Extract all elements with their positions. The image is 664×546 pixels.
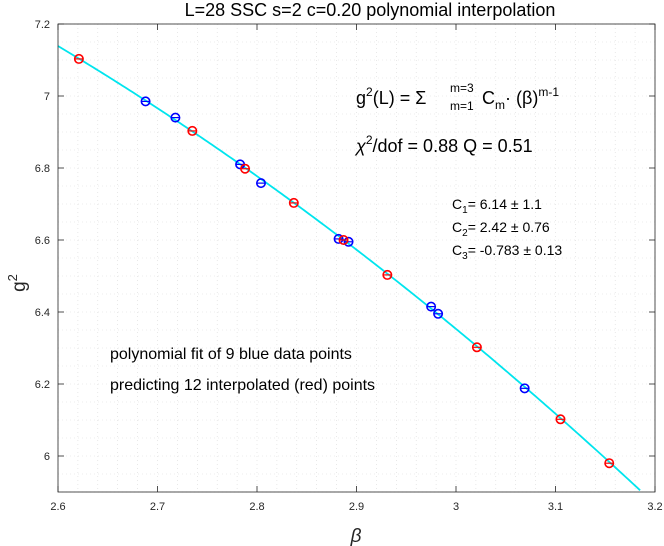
x-tick-label: 3.1 [548,501,563,513]
y-tick-label: 6.2 [35,379,50,391]
x-tick-label: 2.7 [150,501,165,513]
x-tick-label: 2.9 [349,501,364,513]
y-tick-label: 7 [44,91,50,103]
coefficient-c1: C1= 6.14 ± 1.1 [452,196,542,216]
sum-upper-limit: m=3 [450,81,474,95]
coefficient-c3: C3= -0.783 ± 0.13 [452,242,562,262]
y-axis-label: g2 [5,274,30,292]
note-fit: polynomial fit of 9 blue data points [110,346,352,363]
fit-curve [57,45,641,491]
tick-labels: 2.6 2.7 2.8 2.9 3 3.1 3.2 6 6.2 6.4 6.6 6.8 7 7.2 [35,19,663,513]
y-tick-label: 7.2 [35,19,50,31]
formula-annotation: g2(L) = Σ [356,85,426,108]
x-tick-label: 2.6 [50,501,65,513]
y-tick-label: 6.6 [35,235,50,247]
x-tick-label: 3.2 [647,501,662,513]
y-tick-label: 6.4 [35,307,50,319]
axes [57,23,656,493]
fit-curve-group [57,45,641,491]
note-predict: predicting 12 interpolated (red) points [110,377,375,394]
chi-square-annotation: χ2/dof = 0.88 Q = 0.51 [354,133,533,156]
coefficient-c2: C2= 2.42 ± 0.76 [452,219,550,239]
x-tick-label: 3 [453,501,459,513]
data-points [73,53,615,469]
formula-term: Cm· (β)m-1 [482,85,559,112]
x-axis-label: β [350,526,362,546]
y-tick-label: 6 [44,451,50,463]
sum-lower-limit: m=1 [450,99,474,113]
y-tick-label: 6.8 [35,163,50,175]
chart-title: L=28 SSC s=2 c=0.20 polynomial interpola… [185,0,556,20]
x-tick-label: 2.8 [249,501,264,513]
